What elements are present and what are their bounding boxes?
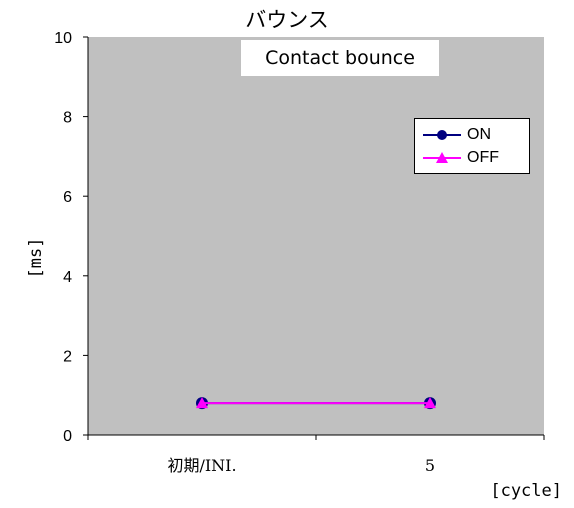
x-tick-label: 5 [425,456,435,475]
chart-subtitle: Contact bounce [241,40,439,76]
legend: ON OFF [414,118,530,174]
legend-swatch-on [423,130,461,140]
legend-swatch-off [423,152,461,163]
data-point-off [196,397,208,409]
x-axis-label: [cycle] [490,481,562,501]
plot-area [88,37,544,435]
y-tick-label: 10 [54,30,72,47]
y-tick-label: 6 [63,189,72,206]
x-tick-label: 初期/INI. [167,456,236,475]
data-point-off [424,397,436,409]
chart-title: バウンス [245,8,329,32]
y-tick-label: 0 [63,428,72,445]
legend-item-on: ON [421,124,491,146]
legend-label-on: ON [467,126,491,143]
y-tick-label: 4 [63,269,72,286]
legend-label-off: OFF [467,149,499,166]
legend-item-off: OFF [421,147,499,169]
y-tick-label: 8 [63,110,72,127]
y-axis-label: [ms] [26,237,46,279]
y-tick-label: 2 [63,348,72,365]
